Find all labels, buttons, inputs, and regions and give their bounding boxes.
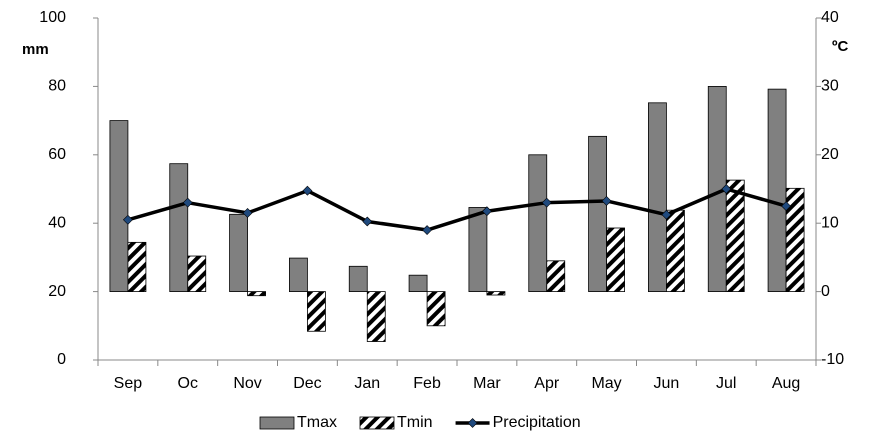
- legend-label: Precipitation: [493, 414, 581, 431]
- legend-label: Tmin: [397, 414, 433, 431]
- x-tick-label: May: [591, 375, 621, 392]
- marker: [122, 214, 133, 225]
- bar: [767, 88, 787, 293]
- y2-tick-label: 40: [821, 9, 839, 26]
- y2-tick-label: 30: [821, 78, 839, 95]
- x-tick-label: Jul: [716, 375, 736, 392]
- bar: [187, 255, 207, 293]
- marker: [541, 197, 552, 208]
- bar: [528, 154, 548, 293]
- legend-marker: [467, 418, 478, 428]
- x-tick-label: Sep: [114, 375, 143, 392]
- x-tick-label: Dec: [293, 375, 321, 392]
- marker: [601, 196, 612, 206]
- y-axis-label: mm: [22, 41, 49, 58]
- marker: [481, 206, 492, 217]
- y2-tick-label: -10: [821, 351, 844, 368]
- line: [127, 187, 787, 232]
- bar: [468, 207, 488, 293]
- y2-tick-label: 10: [821, 214, 839, 231]
- legend-swatch: [259, 416, 295, 430]
- y-tick-label: 0: [57, 351, 66, 368]
- bar: [426, 291, 446, 327]
- y2-axis-label: ºC: [832, 38, 848, 55]
- bar: [648, 102, 667, 292]
- x-tick-label: Oc: [178, 375, 198, 392]
- bar: [366, 291, 386, 342]
- marker: [422, 225, 433, 235]
- bar: [127, 241, 147, 293]
- bar: [486, 291, 506, 296]
- bar: [348, 265, 368, 292]
- bar: [546, 260, 566, 293]
- marker: [302, 185, 313, 196]
- bar: [785, 187, 805, 292]
- marker: [721, 184, 732, 194]
- marker: [242, 208, 253, 218]
- marker: [781, 201, 792, 212]
- y-tick-label: 40: [48, 214, 66, 231]
- x-tick-label: Apr: [534, 375, 560, 392]
- y-tick-label: 80: [48, 78, 66, 95]
- bar: [408, 274, 428, 292]
- bar: [588, 135, 607, 293]
- bar: [725, 179, 745, 292]
- marker: [182, 197, 193, 208]
- x-tick-label: Jun: [654, 375, 680, 392]
- x-tick-label: Aug: [772, 375, 800, 392]
- marker: [661, 209, 672, 220]
- legend-label: Tmax: [297, 414, 337, 431]
- x-tick-label: Feb: [413, 375, 441, 392]
- x-tick-label: Nov: [233, 375, 261, 392]
- bar: [229, 213, 248, 292]
- x-tick-label: Jan: [354, 375, 380, 392]
- bar: [289, 257, 308, 293]
- marker: [362, 216, 373, 227]
- bar: [247, 291, 266, 297]
- y-tick-label: 20: [48, 283, 66, 300]
- bar: [666, 209, 685, 292]
- x-tick-label: Mar: [473, 375, 501, 392]
- y2-tick-label: 20: [821, 146, 839, 163]
- bar: [606, 227, 625, 293]
- bar: [169, 163, 189, 292]
- y-tick-label: 60: [48, 146, 66, 163]
- bar: [109, 120, 129, 292]
- legend-swatch: [359, 416, 395, 430]
- y2-tick-label: 0: [821, 283, 830, 300]
- bar: [307, 291, 326, 332]
- y-tick-label: 100: [39, 9, 66, 26]
